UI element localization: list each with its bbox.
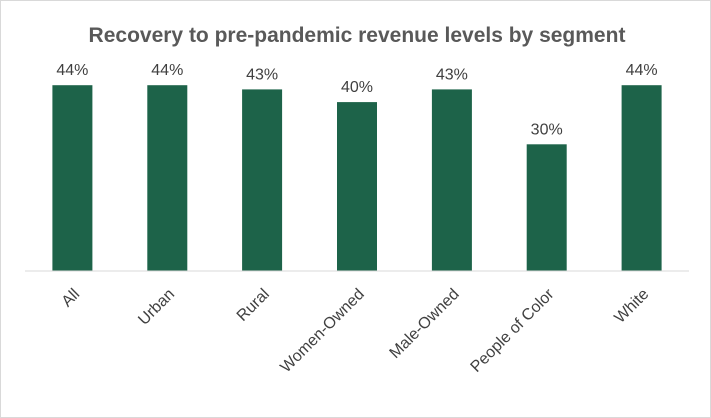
x-tick-label-white: White xyxy=(611,286,652,327)
bar-urban xyxy=(147,85,188,271)
data-label-male-owned: 43% xyxy=(436,66,468,83)
x-tick-label-people-of-color: People of Color xyxy=(468,285,558,375)
data-label-all: 44% xyxy=(56,62,88,79)
data-label-urban: 44% xyxy=(151,62,183,79)
x-tick-label-rural: Rural xyxy=(234,286,273,325)
bar-all xyxy=(52,85,93,271)
bar-rural xyxy=(242,89,283,272)
bars-layer xyxy=(52,85,662,272)
x-tick-label-women-owned: Women-Owned xyxy=(277,286,367,376)
x-tick-label-all: All xyxy=(59,286,84,311)
x-tick-labels-layer: All Urban Rural Women-Owned Male-Owned People… xyxy=(59,285,653,376)
x-tick-label-male-owned: Male-Owned xyxy=(387,286,463,362)
data-label-white: 44% xyxy=(626,62,658,79)
data-label-people-of-color: 30% xyxy=(531,121,563,138)
data-label-women-owned: 40% xyxy=(341,79,373,96)
chart-title: Recovery to pre-pandemic revenue levels … xyxy=(89,24,626,47)
x-tick-label-urban: Urban xyxy=(135,286,178,329)
bar-white xyxy=(621,85,662,271)
bar-women-owned xyxy=(337,102,377,271)
bar-male-owned xyxy=(431,89,472,272)
data-labels-layer: 44% 44% 43% 40% 43% 30% 44% xyxy=(56,62,657,138)
bar-people-of-color xyxy=(526,144,567,271)
data-label-rural: 43% xyxy=(246,66,278,83)
